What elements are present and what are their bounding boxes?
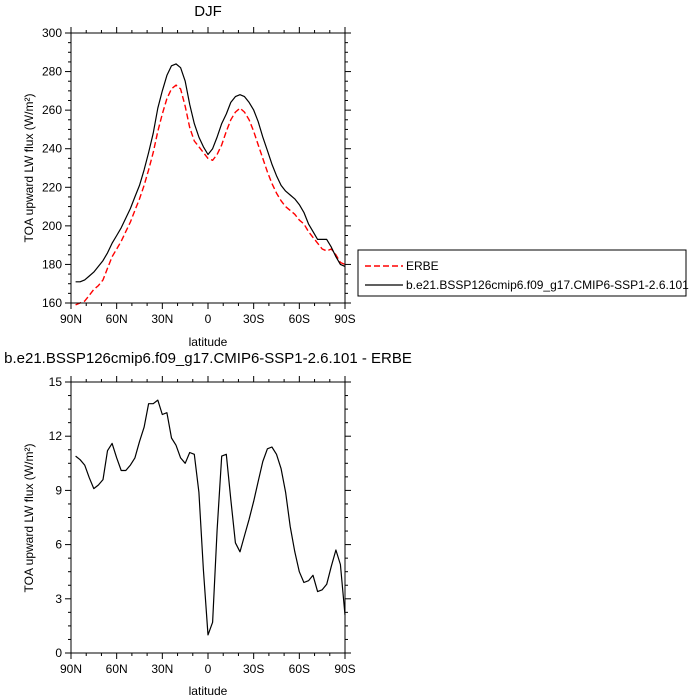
top-plot-frame [70, 32, 346, 304]
bottom-y-axis-label: TOA upward LW flux (W/m²) [22, 444, 36, 593]
bottom-y-tick-label: 3 [55, 592, 62, 606]
top-plot-area: 160 180 200 220 240 260 280 300 90N 60N 30N 0 30S 60S… [42, 26, 356, 326]
top-y-tick-label: 300 [42, 26, 62, 40]
top-y-tick-label: 260 [42, 103, 62, 117]
top-x-tick-label: 30N [151, 312, 173, 326]
legend: ERBE b.e21.BSSP126cmip6.f09_g17.CMIP6-SS… [357, 249, 689, 297]
top-x-tick-label: 60N [106, 312, 128, 326]
legend-label-erbe: ERBE [406, 259, 439, 273]
top-series-line-erbe [75, 84, 346, 306]
bottom-y-tick-label: 6 [55, 538, 62, 552]
bottom-y-tick-label: 12 [49, 429, 63, 443]
bottom-x-tick-label: 90N [60, 662, 82, 676]
legend-label-model: b.e21.BSSP126cmip6.f09_g17.CMIP6-SSP1-2.… [406, 278, 689, 292]
bottom-x-tick-label: 90S [334, 662, 355, 676]
top-y-tick-label: 220 [42, 180, 62, 194]
top-panel: DJF 160 180 200 220 240 260 280 300 90N 60N 30N 0 30… [22, 3, 689, 349]
top-y-tick-label: 240 [42, 142, 62, 156]
bottom-plot-area: 0 3 6 9 12 15 90N 60N 30N 0 30S 60S 90S [49, 375, 356, 676]
bottom-panel: b.e21.BSSP126cmip6.f09_g17.CMIP6-SSP1-2.… [4, 350, 412, 698]
bottom-y-tick-label: 9 [55, 483, 62, 497]
top-y-tick-label: 180 [42, 257, 62, 271]
top-y-tick-label: 160 [42, 296, 62, 310]
bottom-y-tick-label: 15 [49, 375, 63, 389]
top-x-tick-label: 30S [243, 312, 264, 326]
top-y-axis-label: TOA upward LW flux (W/m²) [22, 94, 36, 243]
bottom-y-tick-label: 0 [55, 646, 62, 660]
top-chart-title: DJF [194, 3, 222, 20]
bottom-x-tick-label: 0 [205, 662, 212, 676]
legend-box [357, 249, 687, 297]
bottom-x-tick-label: 60S [289, 662, 310, 676]
top-x-tick-label: 60S [289, 312, 310, 326]
bottom-x-tick-label: 60N [106, 662, 128, 676]
bottom-x-tick-label: 30N [151, 662, 173, 676]
bottom-x-axis-label: latitude [189, 684, 228, 698]
bottom-x-tick-label: 30S [243, 662, 264, 676]
top-y-tick-label: 280 [42, 65, 62, 79]
top-x-tick-label: 90S [334, 312, 355, 326]
bottom-plot-frame [70, 381, 346, 654]
top-series-line-model [75, 63, 346, 283]
top-y-tick-label: 200 [42, 219, 62, 233]
top-x-axis-label: latitude [189, 335, 228, 349]
top-x-tick-label: 90N [60, 312, 82, 326]
bottom-chart-title: b.e21.BSSP126cmip6.f09_g17.CMIP6-SSP1-2.… [4, 350, 412, 367]
bottom-series-line-difference [75, 399, 346, 636]
top-x-tick-label: 0 [205, 312, 212, 326]
